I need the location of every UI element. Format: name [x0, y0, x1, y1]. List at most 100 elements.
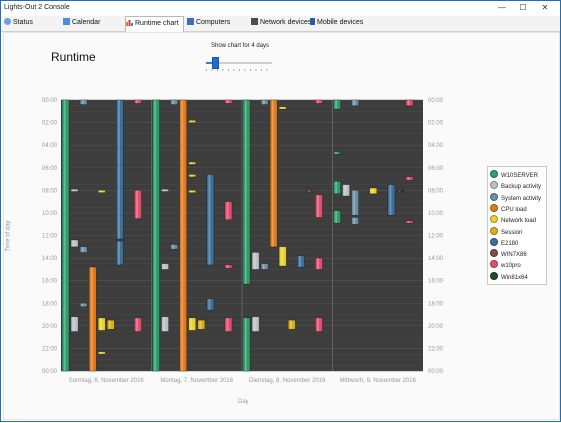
runtime-bar[interactable]: [278, 246, 287, 267]
legend-item[interactable]: Session: [490, 226, 522, 237]
runtime-bar[interactable]: [296, 255, 305, 268]
legend-item[interactable]: WIN7X86: [490, 249, 527, 259]
runtime-bar[interactable]: [97, 351, 106, 355]
runtime-bar[interactable]: [306, 190, 314, 193]
runtime-bar[interactable]: [333, 151, 341, 155]
runtime-bar[interactable]: [251, 316, 260, 332]
runtime-bar[interactable]: [351, 190, 359, 216]
runtime-bar[interactable]: [134, 99, 142, 104]
runtime-bar[interactable]: [224, 99, 233, 104]
tab-status[interactable]: Status: [4, 16, 54, 30]
runtime-bar[interactable]: [242, 99, 251, 285]
runtime-bar[interactable]: [224, 264, 233, 269]
runtime-bar[interactable]: [224, 201, 233, 220]
minimize-button[interactable]: —: [498, 3, 506, 12]
legend-item[interactable]: CPU load: [490, 203, 527, 214]
runtime-bar[interactable]: [61, 99, 70, 372]
runtime-bar[interactable]: [79, 246, 88, 253]
runtime-bar[interactable]: [116, 240, 124, 266]
calendar-icon: [63, 18, 70, 25]
runtime-bar[interactable]: [333, 99, 341, 110]
runtime-bar[interactable]: [315, 194, 323, 218]
runtime-bar[interactable]: [315, 317, 323, 332]
legend-item[interactable]: Win81x64: [490, 271, 528, 282]
runtime-bar[interactable]: [269, 99, 278, 248]
runtime-bar[interactable]: [197, 319, 206, 330]
runtime-bar[interactable]: [188, 190, 197, 193]
runtime-bar[interactable]: [315, 257, 323, 270]
runtime-bar[interactable]: [251, 252, 260, 270]
runtime-bar[interactable]: [88, 266, 97, 372]
runtime-bar[interactable]: [134, 317, 142, 332]
legend-item[interactable]: E2180: [490, 237, 518, 248]
runtime-bar[interactable]: [188, 317, 197, 331]
runtime-bar-highlight: [208, 298, 211, 311]
runtime-bar[interactable]: [106, 319, 115, 330]
x-tick-label: Dienstag, 8. November 2016: [249, 378, 326, 384]
slider-tick: [244, 69, 246, 71]
runtime-bar[interactable]: [188, 174, 197, 178]
runtime-bar[interactable]: [97, 317, 106, 331]
runtime-bar[interactable]: [260, 99, 269, 105]
runtime-bar[interactable]: [405, 220, 414, 224]
legend-item[interactable]: Backup activity: [490, 181, 541, 191]
runtime-bar[interactable]: [79, 99, 88, 105]
runtime-bar[interactable]: [333, 210, 341, 224]
runtime-bar[interactable]: [170, 244, 178, 250]
runtime-bar[interactable]: [260, 263, 269, 270]
runtime-bar[interactable]: [79, 302, 88, 307]
days-slider-track[interactable]: [206, 62, 272, 64]
runtime-bar[interactable]: [188, 161, 197, 165]
tab-calendar[interactable]: Calendar: [63, 16, 123, 30]
runtime-bar-highlight: [72, 316, 75, 332]
runtime-bar[interactable]: [396, 190, 405, 193]
runtime-bar[interactable]: [351, 99, 359, 106]
close-button[interactable]: ✕: [541, 3, 549, 12]
runtime-bar[interactable]: [278, 106, 287, 110]
runtime-bar[interactable]: [152, 99, 160, 372]
days-slider-thumb[interactable]: [212, 57, 220, 69]
runtime-bar[interactable]: [405, 99, 414, 106]
tab-mobile-devices[interactable]: Mobile devices: [310, 16, 380, 30]
runtime-bar[interactable]: [134, 190, 142, 219]
runtime-bar[interactable]: [342, 184, 350, 197]
tab-label: Runtime chart: [135, 20, 179, 27]
runtime-bar[interactable]: [70, 188, 79, 192]
runtime-bar-highlight: [172, 100, 175, 105]
runtime-bar[interactable]: [188, 120, 197, 123]
runtime-bar[interactable]: [405, 176, 414, 181]
legend-marker: [490, 249, 498, 258]
tab-network-devices[interactable]: Network devices: [251, 16, 331, 30]
runtime-bar-highlight: [208, 174, 211, 265]
runtime-bar[interactable]: [70, 239, 79, 248]
runtime-bar[interactable]: [161, 263, 169, 270]
runtime-bar[interactable]: [206, 298, 215, 311]
runtime-bar[interactable]: [333, 181, 341, 195]
tab-computers[interactable]: Computers: [187, 16, 249, 30]
runtime-bar[interactable]: [315, 99, 323, 104]
runtime-bar-highlight: [72, 189, 75, 192]
runtime-bar[interactable]: [387, 184, 396, 216]
runtime-bar[interactable]: [369, 187, 378, 195]
y-tick-label-right: 06:00: [428, 166, 444, 172]
runtime-bar[interactable]: [116, 99, 124, 240]
maximize-button[interactable]: ☐: [519, 3, 527, 12]
x-tick-label: Sonntag, 6. November 2016: [69, 378, 145, 384]
runtime-bar[interactable]: [224, 317, 233, 332]
legend-item[interactable]: Network load: [490, 215, 536, 225]
legend-item[interactable]: W10SERVER: [490, 170, 538, 180]
runtime-bar[interactable]: [97, 190, 106, 193]
tab-runtime-chart[interactable]: Runtime chart: [125, 16, 184, 32]
runtime-bar[interactable]: [287, 319, 296, 330]
runtime-bar[interactable]: [70, 316, 79, 332]
runtime-bar[interactable]: [351, 217, 359, 225]
runtime-bar[interactable]: [206, 174, 215, 266]
runtime-bar[interactable]: [242, 317, 251, 372]
legend-item[interactable]: w10pro: [490, 260, 521, 270]
runtime-bar[interactable]: [161, 188, 169, 192]
legend-item[interactable]: System activity: [490, 192, 541, 203]
runtime-bar[interactable]: [179, 99, 187, 372]
runtime-bar[interactable]: [170, 99, 178, 105]
runtime-bar[interactable]: [161, 316, 169, 332]
y-tick-label-right: 16:00: [428, 279, 444, 285]
